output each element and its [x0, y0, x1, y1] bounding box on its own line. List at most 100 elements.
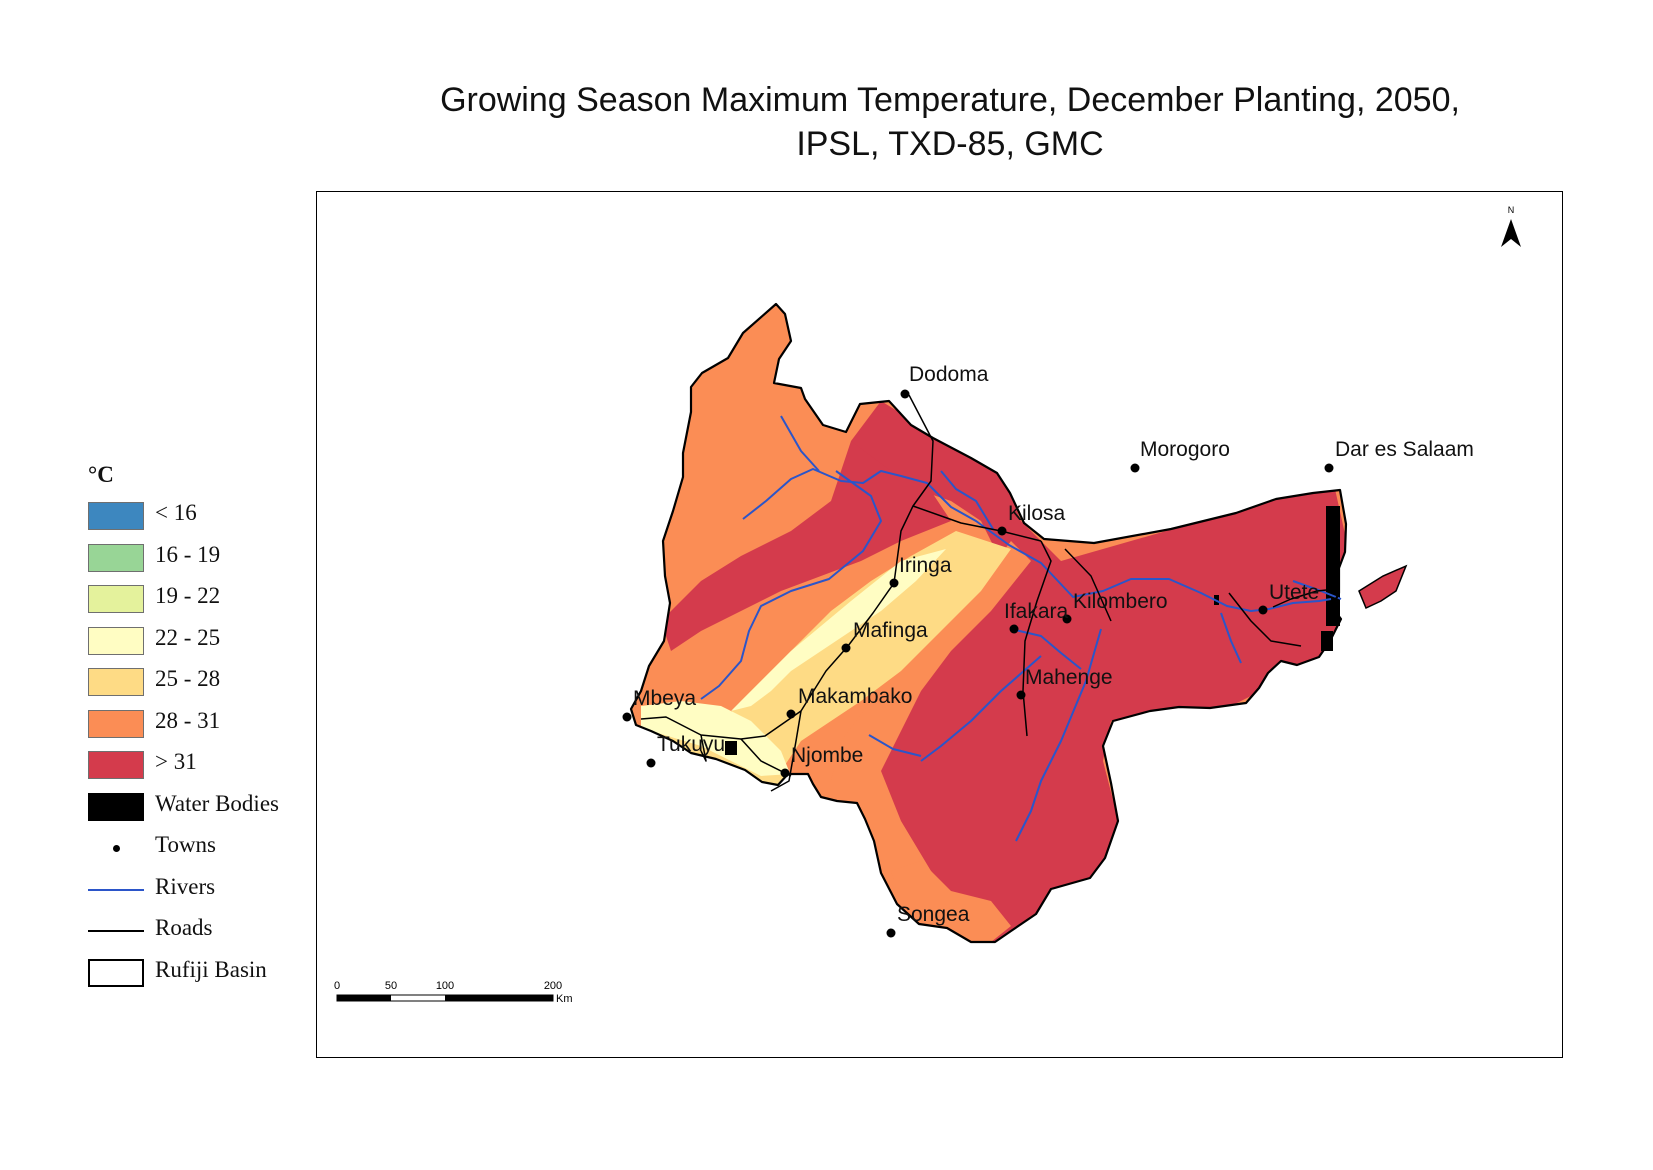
town-label: Songea	[897, 903, 970, 926]
river-ruaha-rufiji	[742, 468, 1332, 612]
map-title-line-2: IPSL, TXD-85, GMC	[796, 125, 1104, 163]
legend-item-towns: Towns	[88, 830, 216, 872]
legend-label: Water Bodies	[155, 790, 279, 816]
town-dot-icon	[88, 834, 144, 862]
legend-item-19-22: 19 - 22	[88, 581, 220, 623]
map-title-line-1: Growing Season Maximum Temperature, Dece…	[440, 81, 1460, 119]
legend-label: 19 - 22	[155, 583, 221, 608]
rufiji-basin-outline	[629, 302, 1348, 944]
legend-label: 22 - 25	[155, 624, 221, 650]
river-tributary-kilosa	[940, 470, 994, 530]
legend-item-lt16: < 16	[88, 498, 197, 540]
road-iringa-kilosa	[912, 505, 1042, 542]
towns-layer: Dodoma Morogoro Dar es Salaam Kilosa Iri…	[622, 363, 1474, 938]
legend-item-16-19: 16 - 19	[88, 540, 220, 582]
town-label: Kilosa	[1008, 502, 1066, 525]
river-kilombero-south	[920, 655, 1042, 762]
town-utete: Utete	[1258, 581, 1319, 615]
town-iringa: Iringa	[889, 554, 952, 588]
zone-gt31-ridge	[661, 441, 951, 651]
water-body-tukuyu	[725, 741, 737, 755]
legend-item-water-bodies: Water Bodies	[88, 789, 279, 831]
town-label: Mahenge	[1025, 666, 1113, 689]
road-njombe	[770, 710, 802, 792]
town-mahenge: Mahenge	[1016, 666, 1113, 700]
river-utete-branch	[1220, 612, 1242, 664]
temperature-raster	[631, 304, 1346, 942]
legend-swatch	[88, 585, 144, 613]
scale-bar: 0 50 100 200 Km	[334, 980, 573, 1005]
zone-gt31-east	[851, 401, 1346, 942]
zone-22-25-ridge	[731, 549, 946, 711]
zone-25-28	[701, 531, 1011, 781]
zone-22-25-southwest	[641, 701, 791, 781]
legend-item-roads: Roads	[88, 913, 213, 955]
legend-label: Rufiji Basin	[155, 956, 267, 982]
legend-label: Roads	[155, 915, 213, 940]
town-label: Njombe	[791, 744, 863, 767]
legend-item-25-28: 25 - 28	[88, 664, 220, 706]
basin-outline-icon	[88, 958, 144, 987]
river-south-tributary	[868, 734, 922, 757]
legend-label: Towns	[155, 832, 217, 857]
town-label: Dodoma	[909, 363, 989, 386]
river-luwegu	[1015, 628, 1102, 842]
legend-label: > 31	[155, 749, 197, 774]
town-label: Mafinga	[853, 619, 928, 642]
scale-unit: Km	[556, 993, 573, 1005]
legend: °C < 16 16 - 19 19 - 22 22 - 25 25 - 28 …	[88, 462, 279, 997]
road-utete-coast	[1272, 588, 1337, 608]
legend-item-rivers: Rivers	[88, 872, 215, 914]
north-arrow-icon: N	[1501, 205, 1521, 247]
north-label: N	[1508, 205, 1515, 215]
legend-label: Rivers	[155, 873, 216, 899]
legend-item-28-31: 28 - 31	[88, 706, 220, 748]
town-njombe: Njombe	[780, 744, 863, 778]
river-line-icon	[88, 876, 144, 904]
legend-swatch	[88, 751, 144, 779]
river-tributary-north	[780, 415, 820, 472]
legend-item-basin: Rufiji Basin	[88, 955, 267, 997]
town-label: Iringa	[899, 554, 952, 577]
legend-label: 16 - 19	[155, 541, 221, 567]
town-dar-es-salaam: Dar es Salaam	[1324, 438, 1474, 473]
legend-label: 28 - 31	[155, 707, 221, 733]
town-kilosa: Kilosa	[997, 502, 1066, 536]
scale-tick-200: 200	[544, 980, 562, 992]
town-tukuyu: Tukuyu	[646, 733, 725, 768]
scale-tick-50: 50	[385, 980, 397, 992]
town-label: Ifakara	[1004, 600, 1069, 623]
road-mbeya-link	[700, 734, 707, 762]
water-body-delta	[1321, 631, 1333, 651]
map-canvas: Dodoma Morogoro Dar es Salaam Kilosa Iri…	[334, 205, 1521, 1005]
water-body-swatch	[88, 792, 144, 821]
town-label: Makambako	[798, 685, 912, 708]
road-kilombero	[1064, 548, 1112, 622]
legend-item-gt31: > 31	[88, 747, 197, 789]
town-songea: Songea	[886, 903, 970, 938]
legend-swatch	[88, 626, 144, 655]
town-kilombero: Kilombero	[1062, 590, 1168, 624]
town-mafinga: Mafinga	[841, 619, 928, 653]
town-label: Mbeya	[633, 687, 696, 710]
town-ifakara: Ifakara	[1004, 600, 1069, 634]
town-label: Utete	[1269, 581, 1319, 604]
town-label: Dar es Salaam	[1335, 438, 1474, 461]
rivers	[700, 415, 1342, 842]
legend-swatch	[88, 668, 144, 696]
legend-unit: °C	[88, 462, 114, 487]
road-line-icon	[88, 917, 144, 945]
town-morogoro: Morogoro	[1130, 438, 1230, 473]
legend-label: 25 - 28	[155, 666, 221, 691]
scale-tick-0: 0	[334, 980, 340, 992]
town-label: Morogoro	[1140, 438, 1230, 461]
legend-item-22-25: 22 - 25	[88, 623, 220, 665]
legend-swatch	[88, 543, 144, 572]
scale-tick-100: 100	[436, 980, 454, 992]
river-kilombero-reach	[1010, 628, 1082, 670]
road-utete-south	[1228, 592, 1302, 647]
town-makambako: Makambako	[786, 685, 912, 719]
town-dodoma: Dodoma	[900, 363, 989, 399]
map-frame: Dodoma Morogoro Dar es Salaam Kilosa Iri…	[316, 191, 1563, 1058]
map-title: Growing Season Maximum Temperature, Dece…	[300, 78, 1600, 166]
